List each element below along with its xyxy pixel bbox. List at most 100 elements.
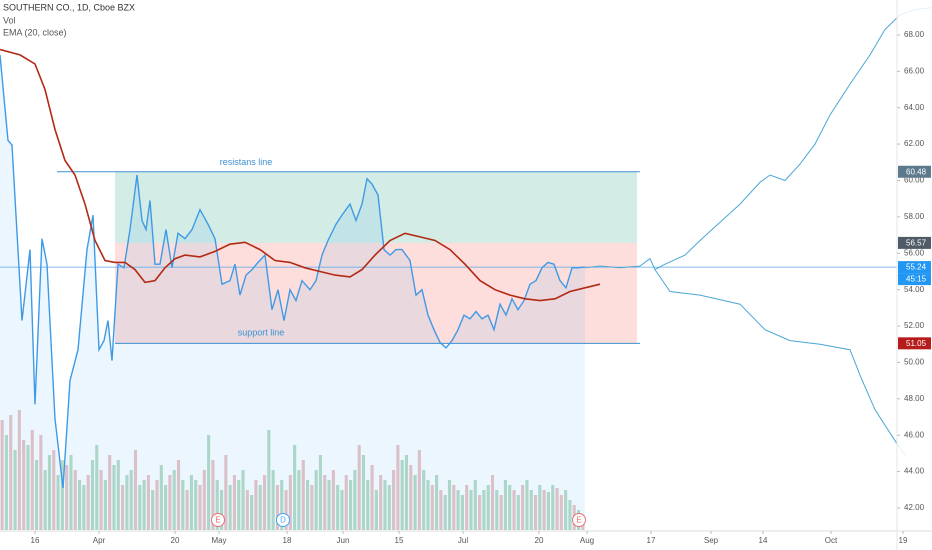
volume-bar bbox=[189, 475, 193, 530]
price-tag bbox=[898, 236, 931, 249]
volume-bar bbox=[280, 480, 284, 530]
volume-bar bbox=[224, 455, 228, 530]
volume-bar bbox=[13, 450, 17, 530]
volume-bar bbox=[108, 455, 112, 530]
y-tick-label: 46.00 bbox=[904, 430, 925, 439]
volume-bar bbox=[473, 480, 477, 530]
volume-bar bbox=[271, 470, 275, 530]
series-line bbox=[584, 7, 932, 271]
volume-bar bbox=[478, 495, 482, 530]
volume-bar bbox=[30, 430, 34, 530]
x-tick-label: 20 bbox=[171, 536, 180, 545]
x-tick-label: Jun bbox=[337, 536, 350, 545]
volume-bar bbox=[207, 435, 211, 530]
volume-bar bbox=[164, 485, 168, 530]
volume-bar bbox=[142, 480, 146, 530]
volume-bar bbox=[185, 490, 189, 530]
volume-bar bbox=[129, 470, 133, 530]
y-tick-label: 42.00 bbox=[904, 503, 925, 512]
volume-bar bbox=[297, 470, 301, 530]
volume-bar bbox=[426, 480, 430, 530]
volume-bar bbox=[551, 485, 555, 530]
volume-bar bbox=[9, 415, 13, 530]
volume-bar bbox=[181, 480, 185, 530]
volume-bar bbox=[404, 455, 409, 530]
volume-bar bbox=[202, 470, 206, 530]
volume-bar bbox=[452, 485, 456, 530]
volume-bar bbox=[43, 470, 47, 530]
countdown-label: 45:15 bbox=[906, 275, 927, 284]
series-line bbox=[0, 48, 601, 302]
volume-bar bbox=[538, 485, 542, 530]
volume-bar bbox=[344, 475, 348, 530]
y-tick-label: 68.00 bbox=[904, 30, 925, 39]
event-label: D bbox=[280, 516, 286, 525]
volume-bar bbox=[198, 485, 202, 530]
volume-bar bbox=[525, 480, 529, 530]
volume-bar bbox=[310, 485, 314, 530]
volume-bar bbox=[133, 450, 138, 530]
volume-bar bbox=[159, 465, 163, 530]
event-marker bbox=[572, 513, 586, 527]
volume-bar bbox=[254, 480, 258, 530]
volume-bar bbox=[430, 485, 434, 530]
volume-bar bbox=[95, 445, 99, 530]
volume-bar bbox=[65, 465, 69, 530]
series-line bbox=[0, 54, 586, 489]
volume-bar bbox=[559, 495, 563, 530]
volume-bar bbox=[529, 490, 533, 530]
y-tick-label: 62.00 bbox=[904, 139, 925, 148]
indicator-label: EMA (20, close) bbox=[3, 27, 67, 37]
volume-bar bbox=[512, 490, 516, 530]
volume-bar bbox=[396, 445, 400, 530]
volume-bar bbox=[327, 480, 331, 530]
volume-bar bbox=[443, 495, 447, 530]
volume-bar bbox=[258, 485, 262, 530]
volume-bar bbox=[533, 495, 538, 530]
volume-bar bbox=[4, 435, 9, 530]
y-tick-label: 54.00 bbox=[904, 285, 925, 294]
volume-bar bbox=[52, 450, 56, 530]
volume-bar bbox=[392, 470, 396, 530]
volume-bar bbox=[323, 475, 327, 530]
volume-bar bbox=[288, 475, 292, 530]
volume-bar bbox=[542, 490, 546, 530]
volume-bar bbox=[568, 500, 572, 530]
volume-bar bbox=[374, 490, 378, 530]
volume-bar bbox=[417, 450, 421, 530]
price-tag-label: 60.48 bbox=[906, 167, 927, 176]
volume-bar bbox=[486, 485, 490, 530]
event-label: E bbox=[576, 516, 581, 525]
volume-bar bbox=[331, 470, 335, 530]
volume-bar bbox=[267, 430, 271, 530]
volume-bar bbox=[47, 455, 52, 530]
volume-bar bbox=[546, 492, 550, 530]
volume-bar bbox=[176, 460, 181, 530]
volume-bar bbox=[469, 490, 473, 530]
volume-bar bbox=[99, 470, 103, 530]
volume-bar bbox=[138, 485, 142, 530]
volume-bar bbox=[211, 460, 215, 530]
event-label: E bbox=[215, 516, 220, 525]
countdown-tag bbox=[898, 273, 931, 286]
volume-bar bbox=[112, 465, 116, 530]
volume-bar bbox=[90, 460, 95, 530]
price-tag bbox=[898, 165, 931, 178]
volume-bar bbox=[17, 410, 21, 530]
price-tag-label: 51.05 bbox=[906, 339, 927, 348]
volume-bar bbox=[284, 490, 288, 530]
x-tick-label: 20 bbox=[535, 536, 544, 545]
volume-bar bbox=[0, 420, 4, 530]
volume-bar bbox=[56, 475, 60, 530]
volume-bar bbox=[215, 480, 219, 530]
volume-bar bbox=[387, 485, 391, 530]
volume-bar bbox=[336, 485, 340, 530]
volume-bar bbox=[435, 475, 439, 530]
volume-bar bbox=[495, 490, 499, 530]
volume-bar bbox=[465, 485, 469, 530]
x-tick-label: Jul bbox=[458, 536, 468, 545]
volume-bar bbox=[357, 445, 361, 530]
resistance-zone bbox=[115, 171, 637, 243]
price-tag-label: 56.57 bbox=[906, 239, 927, 248]
